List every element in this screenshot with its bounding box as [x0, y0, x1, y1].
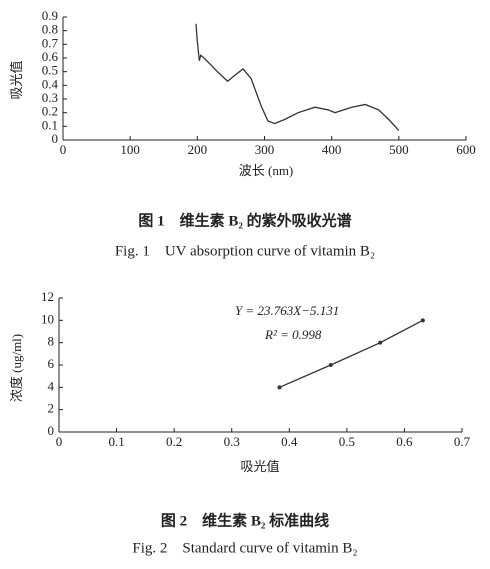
x-tick-label: 0.6 — [396, 434, 413, 449]
x-tick-label: 0.2 — [166, 434, 182, 449]
x-tick-label: 0.5 — [339, 434, 355, 449]
y-tick-label: 0.6 — [42, 49, 59, 64]
y-tick-label: 0.2 — [42, 104, 58, 119]
x-tick-label: 300 — [255, 142, 275, 157]
x-tick-label: 200 — [188, 142, 208, 157]
x-tick-label: 600 — [456, 142, 476, 157]
y-tick-label: 0.9 — [42, 8, 58, 23]
x-tick-label: 400 — [322, 142, 342, 157]
data-point — [328, 363, 333, 367]
y-tick-label: 0 — [52, 131, 59, 146]
spectrum-line — [195, 23, 400, 131]
y-axis-label: 浓度 (ug/ml) — [9, 334, 24, 402]
y-tick-label: 10 — [41, 311, 54, 326]
x-tick-label: 500 — [389, 142, 409, 157]
y-tick-label: 4 — [48, 378, 55, 393]
x-tick-label: 0.4 — [281, 434, 298, 449]
data-point — [378, 340, 383, 345]
y-tick-label: 0 — [48, 423, 55, 438]
fit-line — [279, 319, 424, 388]
y-tick-label: 0.3 — [42, 90, 58, 105]
annotation: Y = 23.763X−5.131 — [235, 303, 339, 318]
y-tick-label: 0.4 — [42, 76, 59, 91]
data-point — [420, 318, 425, 323]
x-tick-label: 100 — [120, 142, 140, 157]
y-tick-label: 0.8 — [42, 22, 58, 37]
x-axis-label: 波长 (nm) — [239, 163, 294, 178]
y-tick-label: 2 — [48, 401, 55, 416]
y-tick-label: 8 — [48, 334, 55, 349]
x-tick-label: 0.1 — [108, 434, 124, 449]
x-tick-label: 0 — [56, 434, 63, 449]
x-axis-label: 吸光值 — [240, 459, 279, 474]
annotation: R² = 0.998 — [264, 327, 322, 342]
caption-en: Fig. 1 UV absorption curve of vitamin B₂ — [115, 243, 375, 259]
caption-cn: 图 2 维生素 B₂ 标准曲线 — [161, 511, 329, 529]
caption-cn: 图 1 维生素 B₂ 的紫外吸收光谱 — [138, 211, 351, 229]
y-tick-label: 6 — [48, 356, 55, 371]
x-tick-label: 0.3 — [224, 434, 240, 449]
y-tick-label: 0.5 — [42, 63, 58, 78]
y-tick-label: 12 — [41, 289, 54, 304]
y-tick-label: 0.7 — [42, 35, 59, 50]
x-tick-label: 0.7 — [454, 434, 471, 449]
data-point — [277, 385, 282, 390]
y-tick-label: 0.1 — [42, 117, 58, 132]
x-tick-label: 0 — [60, 142, 67, 157]
caption-en: Fig. 2 Standard curve of vitamin B₂ — [132, 540, 357, 556]
y-axis-label: 吸光值 — [9, 60, 24, 99]
